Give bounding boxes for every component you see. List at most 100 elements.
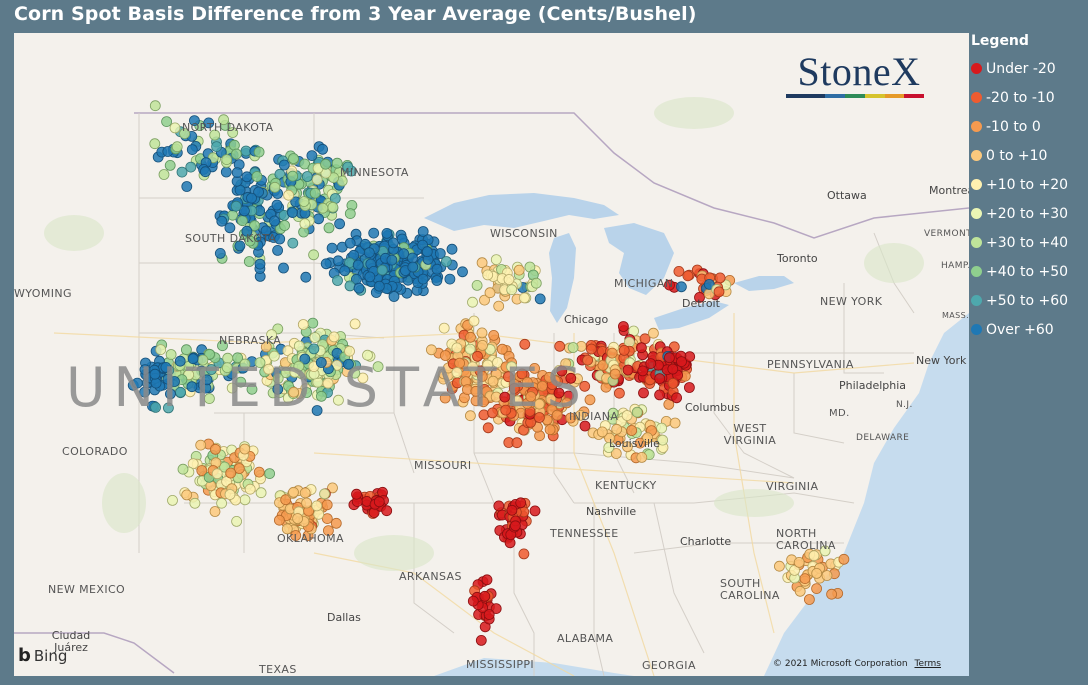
basis-point[interactable] (344, 280, 356, 292)
basis-point[interactable] (774, 560, 785, 572)
basis-point[interactable] (349, 367, 361, 379)
basis-point[interactable] (189, 497, 201, 509)
basis-point[interactable] (565, 372, 577, 384)
basis-point[interactable] (171, 141, 183, 153)
basis-point[interactable] (339, 265, 351, 277)
basis-point[interactable] (263, 363, 275, 375)
basis-point[interactable] (381, 227, 393, 239)
basis-point[interactable] (584, 394, 596, 406)
basis-point[interactable] (529, 362, 540, 374)
basis-point[interactable] (149, 138, 161, 150)
basis-point[interactable] (611, 423, 623, 435)
basis-point[interactable] (216, 497, 228, 509)
legend-item[interactable]: Under -20 (971, 54, 1086, 83)
basis-point[interactable] (271, 199, 283, 211)
basis-point[interactable] (230, 148, 242, 160)
basis-point[interactable] (246, 383, 258, 395)
basis-point[interactable] (440, 256, 452, 267)
basis-point[interactable] (477, 339, 488, 351)
basis-point[interactable] (139, 364, 151, 376)
basis-point[interactable] (288, 486, 299, 498)
basis-point[interactable] (225, 467, 237, 479)
basis-point[interactable] (253, 466, 265, 478)
basis-point[interactable] (434, 248, 446, 259)
basis-point[interactable] (224, 222, 236, 234)
basis-point[interactable] (239, 494, 251, 506)
basis-point[interactable] (299, 353, 311, 365)
legend-item[interactable]: -10 to 0 (971, 112, 1086, 141)
basis-point[interactable] (386, 254, 398, 266)
basis-point[interactable] (614, 387, 625, 399)
basis-point[interactable] (438, 322, 450, 334)
basis-point[interactable] (217, 340, 228, 352)
basis-point[interactable] (317, 202, 329, 214)
basis-point[interactable] (368, 227, 380, 239)
basis-point[interactable] (417, 273, 429, 285)
basis-point[interactable] (492, 357, 503, 368)
basis-point[interactable] (319, 488, 330, 500)
basis-point[interactable] (311, 405, 323, 416)
basis-point[interactable] (506, 284, 518, 296)
basis-point[interactable] (476, 327, 488, 339)
basis-point[interactable] (214, 247, 226, 259)
basis-point[interactable] (273, 514, 285, 526)
basis-point[interactable] (149, 100, 161, 112)
basis-point[interactable] (228, 139, 240, 151)
basis-point[interactable] (467, 595, 479, 607)
basis-point[interactable] (425, 344, 437, 356)
basis-point[interactable] (253, 186, 265, 198)
basis-point[interactable] (243, 256, 255, 267)
basis-point[interactable] (254, 357, 266, 369)
basis-point[interactable] (444, 273, 456, 285)
legend-item[interactable]: -20 to -10 (971, 83, 1086, 112)
basis-point[interactable] (654, 389, 665, 401)
legend-item[interactable]: 0 to +10 (971, 141, 1086, 170)
basis-point[interactable] (470, 385, 482, 397)
basis-point[interactable] (439, 392, 451, 404)
basis-point[interactable] (343, 358, 354, 370)
basis-point[interactable] (357, 372, 369, 384)
basis-point[interactable] (209, 443, 221, 455)
basis-point[interactable] (280, 494, 292, 506)
basis-point[interactable] (308, 343, 320, 355)
basis-point[interactable] (476, 257, 488, 269)
basis-point[interactable] (468, 315, 480, 327)
basis-point[interactable] (544, 424, 556, 436)
legend-item[interactable]: +10 to +20 (971, 170, 1086, 199)
legend-item[interactable]: Over +60 (971, 315, 1086, 344)
basis-point[interactable] (167, 494, 178, 506)
basis-point[interactable] (636, 451, 648, 463)
basis-point[interactable] (479, 294, 490, 306)
basis-point[interactable] (231, 515, 243, 527)
basis-point[interactable] (244, 235, 256, 247)
basis-point[interactable] (216, 215, 228, 227)
basis-point[interactable] (472, 350, 483, 362)
basis-point[interactable] (186, 144, 198, 155)
legend-item[interactable]: +20 to +30 (971, 199, 1086, 228)
basis-point[interactable] (373, 496, 385, 508)
basis-point[interactable] (467, 361, 479, 373)
basis-point[interactable] (297, 319, 309, 330)
basis-point[interactable] (506, 504, 518, 516)
basis-point[interactable] (511, 437, 523, 449)
basis-point[interactable] (516, 368, 528, 380)
basis-point[interactable] (529, 505, 541, 517)
basis-point[interactable] (315, 390, 327, 402)
basis-point[interactable] (139, 386, 151, 398)
basis-point[interactable] (158, 169, 170, 180)
legend-item[interactable]: +30 to +40 (971, 228, 1086, 257)
basis-point[interactable] (398, 248, 410, 260)
basis-point[interactable] (610, 448, 622, 459)
basis-point[interactable] (254, 258, 266, 270)
basis-point[interactable] (311, 174, 323, 186)
basis-point[interactable] (299, 487, 311, 499)
basis-point[interactable] (509, 520, 521, 532)
basis-point[interactable] (648, 327, 659, 339)
basis-point[interactable] (235, 376, 247, 388)
basis-point[interactable] (322, 377, 334, 389)
basis-point[interactable] (811, 583, 822, 594)
basis-point[interactable] (293, 340, 305, 352)
basis-point[interactable] (221, 362, 233, 374)
basis-point[interactable] (554, 340, 566, 352)
basis-point[interactable] (301, 171, 313, 182)
